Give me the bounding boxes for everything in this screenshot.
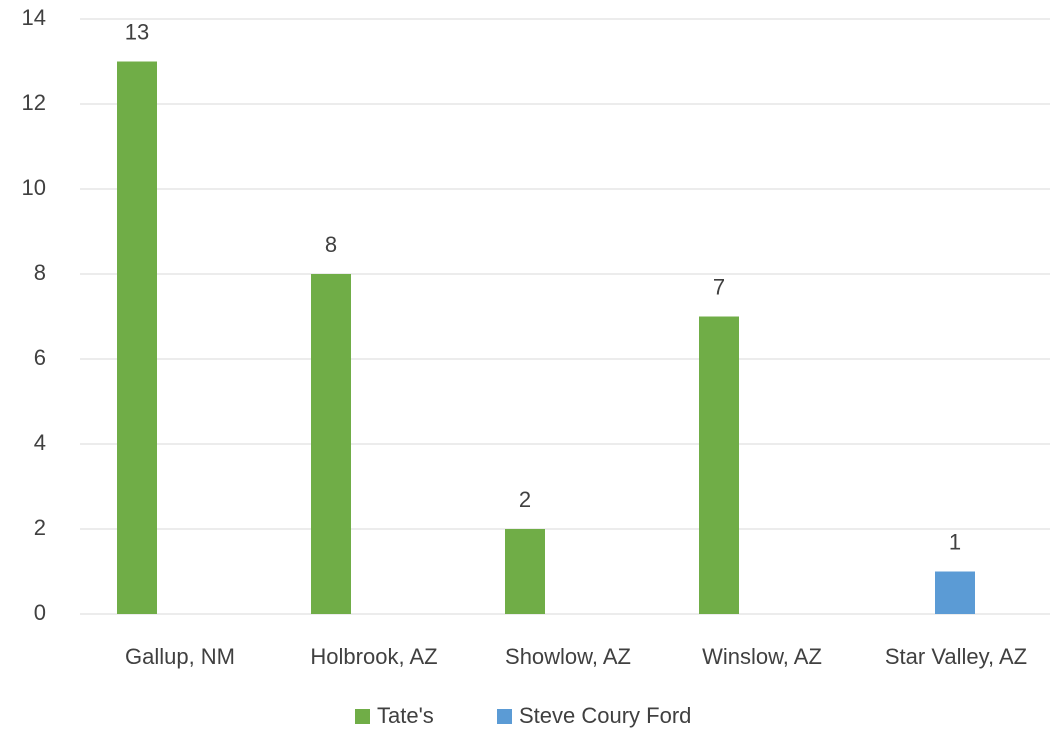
y-tick-label: 14 [22,5,46,30]
data-label: 1 [949,529,961,554]
data-label: 13 [125,19,149,44]
y-tick-label: 8 [34,260,46,285]
bar [935,571,975,614]
data-label: 7 [713,274,725,299]
bar [117,61,157,614]
y-tick-label: 6 [34,345,46,370]
data-label: 8 [325,232,337,257]
legend-label: Steve Coury Ford [519,703,691,728]
y-tick-label: 4 [34,430,46,455]
x-tick-label: Showlow, AZ [505,644,631,669]
y-tick-label: 10 [22,175,46,200]
bar [699,316,739,614]
y-tick-label: 0 [34,600,46,625]
x-tick-label: Star Valley, AZ [885,644,1027,669]
data-label: 2 [519,487,531,512]
y-tick-label: 12 [22,90,46,115]
legend-swatch [497,709,512,724]
y-tick-label: 2 [34,515,46,540]
x-tick-label: Winslow, AZ [702,644,822,669]
x-tick-label: Gallup, NM [125,644,235,669]
bar [505,529,545,614]
legend-swatch [355,709,370,724]
bar [311,274,351,614]
x-tick-label: Holbrook, AZ [310,644,437,669]
legend-label: Tate's [377,703,434,728]
